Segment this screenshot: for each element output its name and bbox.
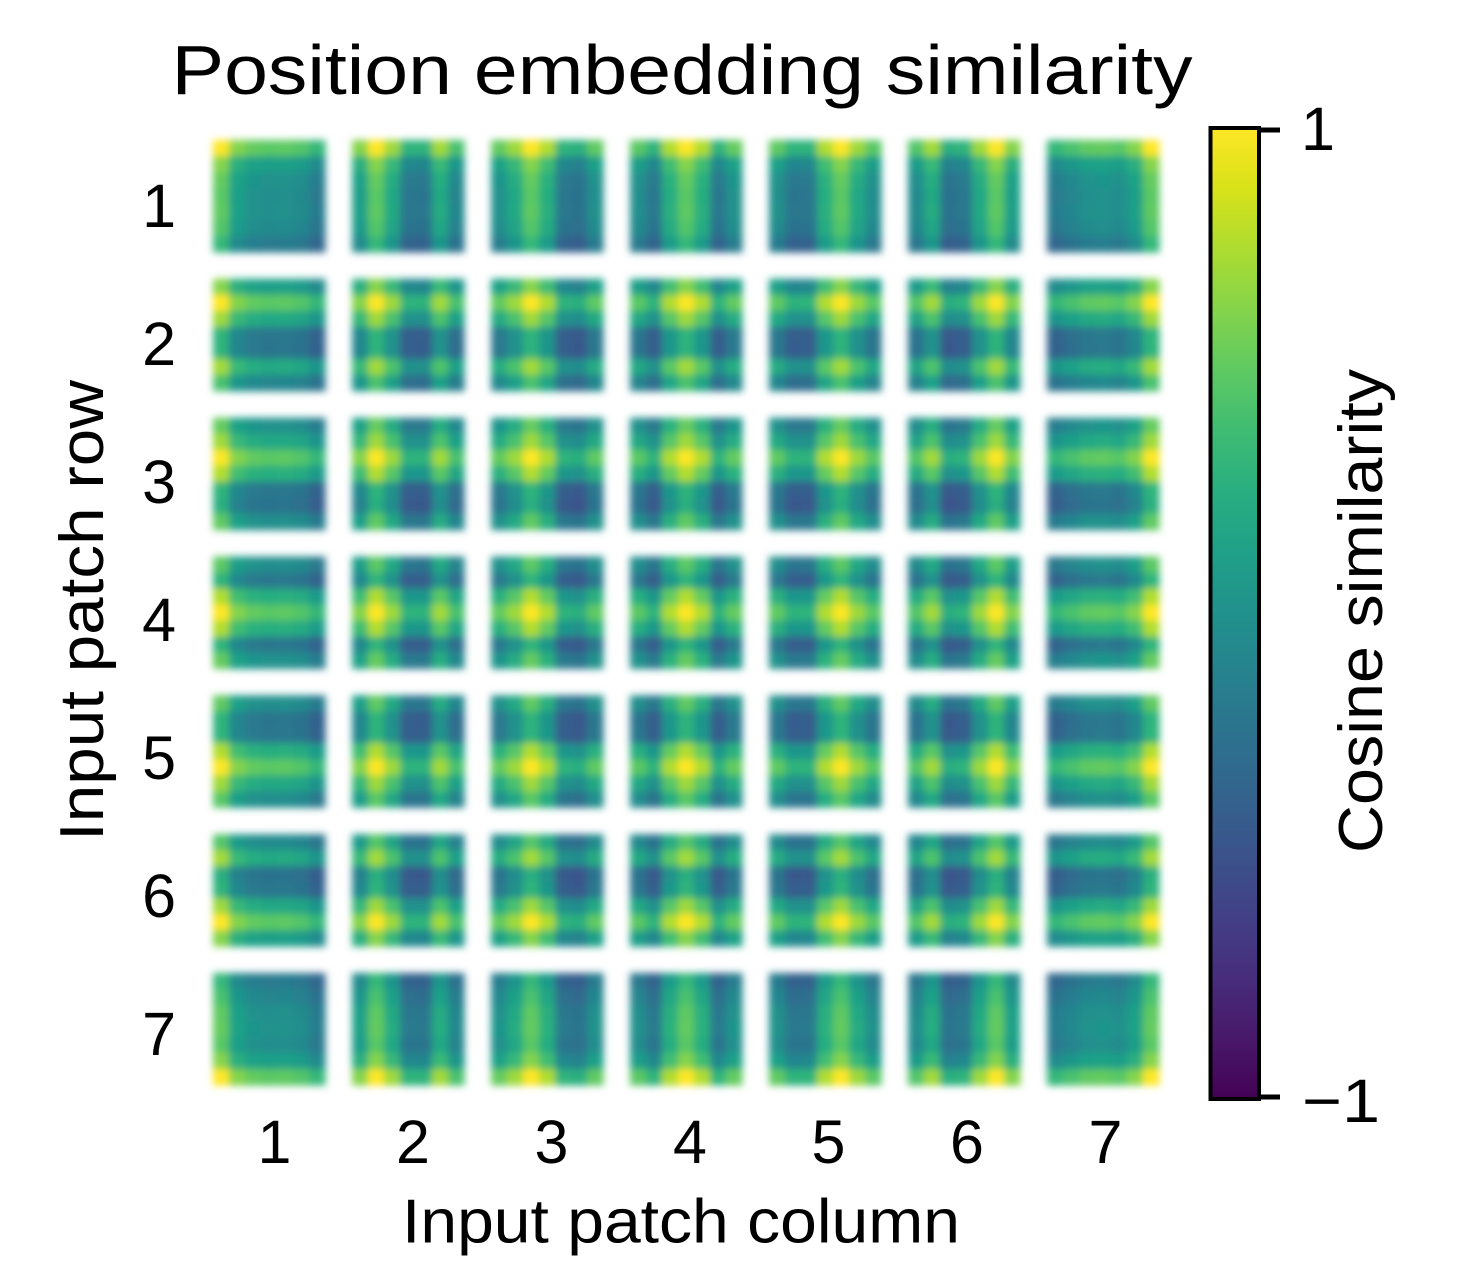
svg-text:1: 1 (1301, 95, 1335, 163)
svg-text:4: 4 (142, 586, 176, 654)
svg-text:1: 1 (142, 172, 176, 240)
svg-text:7: 7 (142, 1000, 176, 1068)
svg-text:6: 6 (950, 1108, 984, 1176)
svg-text:5: 5 (812, 1108, 846, 1176)
svg-text:7: 7 (1089, 1108, 1123, 1176)
svg-text:3: 3 (535, 1108, 569, 1176)
svg-text:6: 6 (142, 862, 176, 930)
svg-text:Input patch column: Input patch column (402, 1188, 960, 1257)
svg-text:Cosine similarity: Cosine similarity (1327, 369, 1396, 853)
svg-text:2: 2 (142, 310, 176, 378)
svg-text:5: 5 (142, 724, 176, 792)
svg-text:Position embedding similarity: Position embedding similarity (172, 31, 1193, 109)
svg-text:1: 1 (258, 1108, 292, 1176)
svg-text:4: 4 (673, 1108, 707, 1176)
svg-text:2: 2 (396, 1108, 430, 1176)
svg-text:−1: −1 (1302, 1067, 1380, 1135)
svg-text:Input patch row: Input patch row (48, 380, 117, 841)
svg-text:3: 3 (142, 448, 176, 516)
